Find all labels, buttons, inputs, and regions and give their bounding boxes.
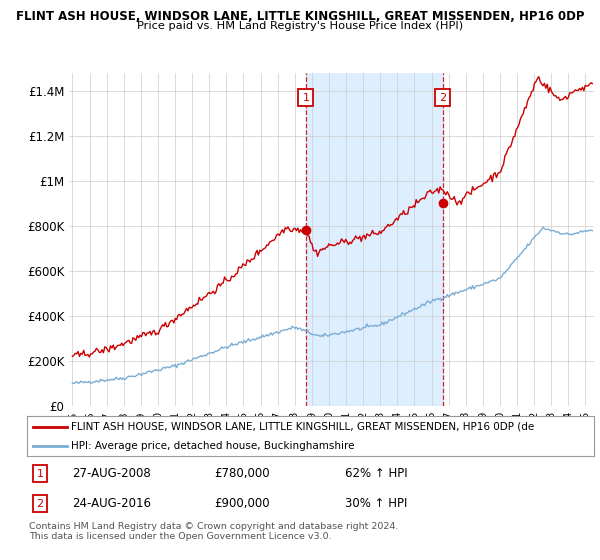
- Text: 27-AUG-2008: 27-AUG-2008: [73, 467, 151, 480]
- Text: 2: 2: [37, 498, 44, 508]
- Bar: [306, 73, 443, 406]
- Text: Contains HM Land Registry data © Crown copyright and database right 2024.
This d: Contains HM Land Registry data © Crown c…: [29, 522, 398, 542]
- Text: 30% ↑ HPI: 30% ↑ HPI: [344, 497, 407, 510]
- Text: 1: 1: [37, 469, 44, 479]
- Text: £780,000: £780,000: [214, 467, 270, 480]
- Text: 62% ↑ HPI: 62% ↑ HPI: [344, 467, 407, 480]
- Text: 24-AUG-2016: 24-AUG-2016: [73, 497, 151, 510]
- Text: HPI: Average price, detached house, Buckinghamshire: HPI: Average price, detached house, Buck…: [71, 441, 355, 450]
- Text: FLINT ASH HOUSE, WINDSOR LANE, LITTLE KINGSHILL, GREAT MISSENDEN, HP16 0DP (de: FLINT ASH HOUSE, WINDSOR LANE, LITTLE KI…: [71, 422, 535, 432]
- Text: Price paid vs. HM Land Registry's House Price Index (HPI): Price paid vs. HM Land Registry's House …: [137, 21, 463, 31]
- Text: £900,000: £900,000: [214, 497, 270, 510]
- Text: 1: 1: [302, 92, 310, 102]
- Text: FLINT ASH HOUSE, WINDSOR LANE, LITTLE KINGSHILL, GREAT MISSENDEN, HP16 0DP: FLINT ASH HOUSE, WINDSOR LANE, LITTLE KI…: [16, 10, 584, 23]
- Text: 2: 2: [439, 92, 446, 102]
